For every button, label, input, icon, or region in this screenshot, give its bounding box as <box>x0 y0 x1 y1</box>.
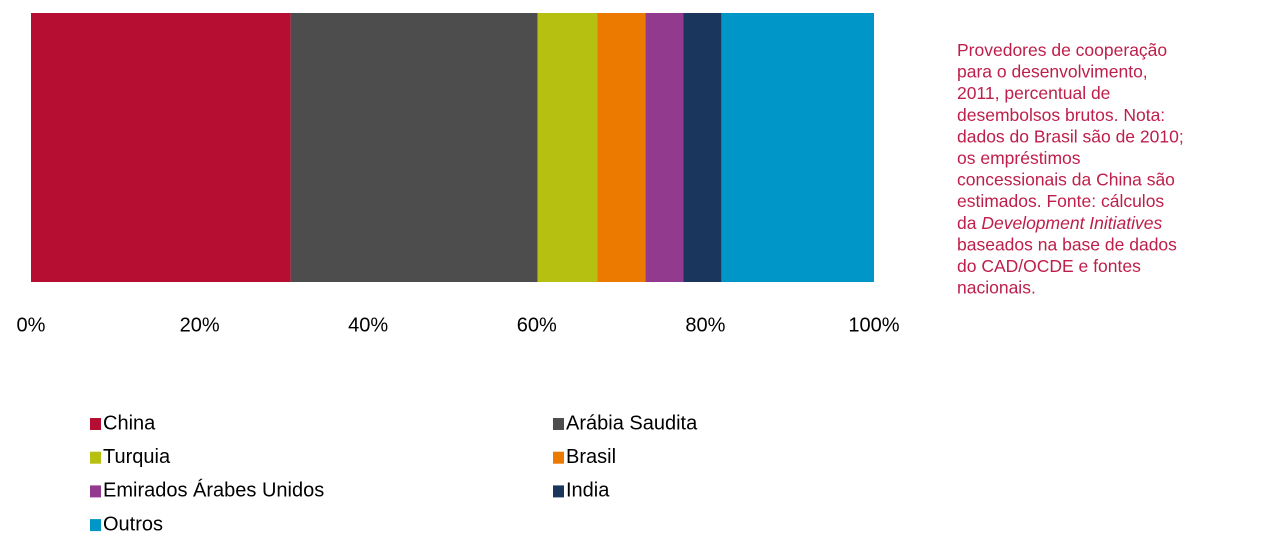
legend-swatch <box>553 485 564 498</box>
annotation-run: nacionais. <box>957 277 1036 297</box>
annotation: 2011, percentual de <box>957 83 1110 103</box>
bar-segment <box>683 13 722 282</box>
legend-label: Turquia <box>103 446 171 468</box>
annotation-run: concessionais da China são <box>957 169 1175 189</box>
annotation-run: baseados na base de dados <box>957 234 1177 254</box>
annotation: para o desenvolvimento, <box>957 61 1148 81</box>
annotation: concessionais da China são <box>957 169 1175 189</box>
legend-swatch <box>90 485 101 498</box>
annotation: nacionais. <box>957 277 1036 297</box>
annotation-run: Provedores de cooperação <box>957 40 1167 60</box>
annotation-run: do CAD/OCDE e fontes <box>957 256 1141 276</box>
annotation-run: da <box>957 212 981 232</box>
annotation: os empréstimos <box>957 148 1081 168</box>
legend-label: India <box>566 480 610 502</box>
legend-label: China <box>103 412 156 434</box>
x-tick-label: 80% <box>685 314 725 336</box>
bar-segment <box>721 13 874 282</box>
annotation-run: 2011, percentual de <box>957 83 1110 103</box>
annotation: Provedores de cooperação <box>957 40 1167 60</box>
annotation-run: para o desenvolvimento, <box>957 61 1148 81</box>
annotation: baseados na base de dados <box>957 234 1177 254</box>
legend-swatch <box>90 418 101 430</box>
legend-label: Emirados Árabes Unidos <box>103 479 324 502</box>
annotation-run: desembolsos brutos. Nota: <box>957 104 1165 124</box>
annotation: dados do Brasil são de 2010; <box>957 126 1184 146</box>
annotation: da Development Initiatives <box>957 212 1162 232</box>
annotation: desembolsos brutos. Nota: <box>957 104 1165 124</box>
x-tick-label: 0% <box>17 314 46 336</box>
x-tick-label: 60% <box>517 314 557 336</box>
x-tick-label: 100% <box>848 314 899 336</box>
legend-label: Arábia Saudita <box>566 412 698 434</box>
annotation-run: estimados. Fonte: cálculos <box>957 191 1164 211</box>
legend-swatch <box>90 451 101 464</box>
x-tick-label: 20% <box>180 314 220 336</box>
legend-swatch <box>90 519 101 532</box>
legend-swatch <box>553 418 564 430</box>
bar-segment <box>290 13 538 282</box>
annotation: do CAD/OCDE e fontes <box>957 256 1141 276</box>
legend-swatch <box>553 451 564 464</box>
x-tick-label: 40% <box>348 314 388 336</box>
annotation-run: os empréstimos <box>957 148 1081 168</box>
bar-segment <box>645 13 684 282</box>
bar-segment <box>31 13 291 282</box>
bar-segment <box>597 13 646 282</box>
annotation-run: dados do Brasil são de 2010; <box>957 126 1184 146</box>
legend-label: Brasil <box>566 446 616 468</box>
legend-label: Outros <box>103 513 163 535</box>
annotation-run: Development Initiatives <box>981 212 1162 232</box>
annotation: estimados. Fonte: cálculos <box>957 191 1164 211</box>
bar-segment <box>537 13 598 282</box>
